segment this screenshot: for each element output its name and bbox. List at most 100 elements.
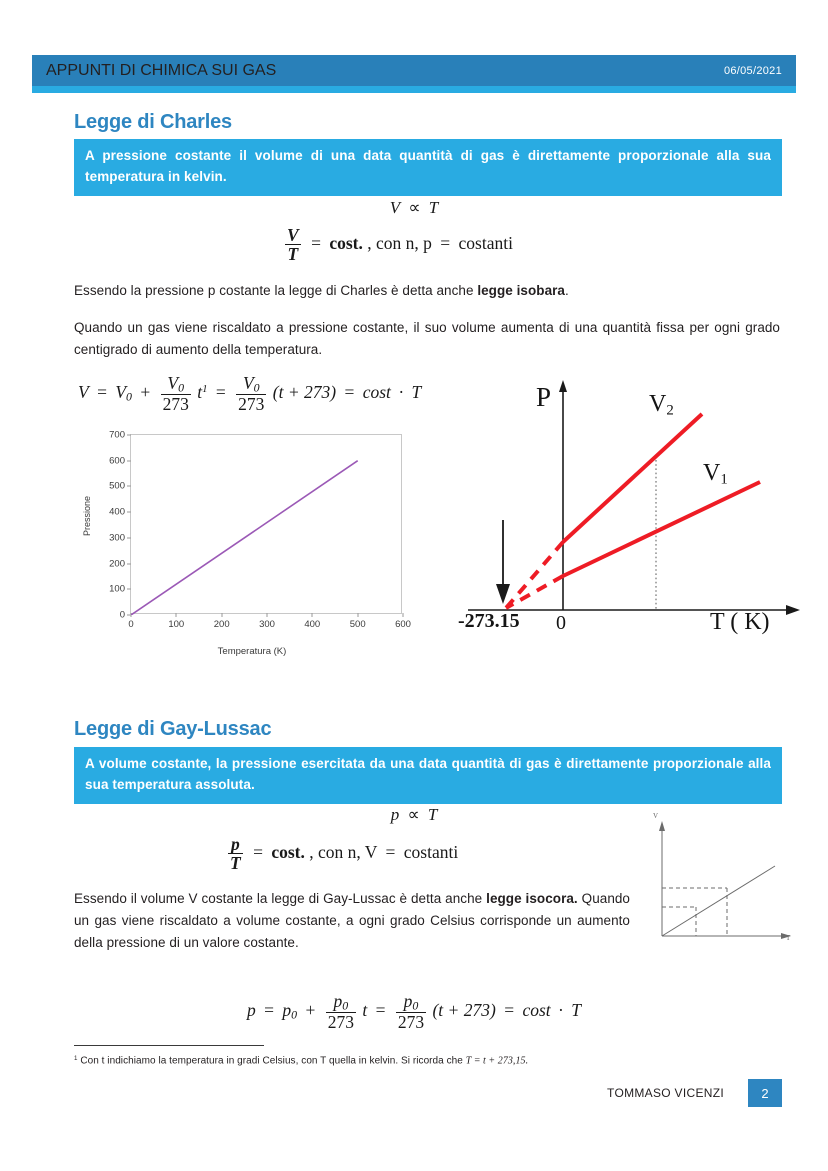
diagram-label-P: P [536, 382, 552, 412]
ytick-600: 600 [109, 455, 125, 467]
fraction-p0-over-273: p0 273 [325, 991, 356, 1033]
formula-charles-main: V = V0 + V0 273 t1 = V0 273 (t + 273) = … [78, 374, 421, 415]
xtick-mark-600 [402, 613, 404, 617]
math-plus-2: + [305, 999, 316, 1020]
math-V: V [78, 381, 89, 402]
paragraph-charles-1-bold: legge isobara [477, 283, 565, 298]
xtick-mark-100 [175, 613, 177, 617]
chart-ylabel: Pressione [82, 495, 92, 536]
paragraph-charles-1-text: Essendo la pressione p costante la legge… [74, 283, 478, 298]
ytick-mark-0 [127, 614, 131, 616]
paragraph-charles-1: Essendo la pressione p costante la legge… [74, 280, 780, 302]
fraction-p-over-T: p T [228, 835, 243, 873]
fraction-V0-over-273: V0 273 [160, 374, 191, 415]
header-title: APPUNTI DI CHIMICA SUI GAS [46, 61, 277, 79]
paragraph-gaylussac-bold: legge isocora. [486, 891, 578, 906]
diagram-vt-ylabel: V [653, 812, 659, 820]
fraction-denominator-2: T [228, 853, 243, 874]
ytick-300: 300 [109, 532, 125, 544]
ytick-700: 700 [109, 429, 125, 441]
math-token-proportional: ∝ [408, 198, 421, 217]
xtick-mark-400 [311, 613, 313, 617]
math-costanti-2: costanti [403, 841, 459, 862]
formula-gaylussac-proportional: p ∝ T [0, 805, 828, 825]
xtick-100: 100 [168, 619, 185, 630]
math-token-T: T [428, 198, 439, 217]
frac4-den: 273 [395, 1012, 427, 1033]
math-p0: p0 [282, 999, 298, 1022]
header-date: 06/05/2021 [723, 64, 782, 77]
footnote-marker: 1 [74, 1055, 78, 1062]
math-token-costanti: costanti [458, 232, 513, 253]
ytick-mark-600 [127, 460, 131, 462]
math-eq-6: = [264, 999, 275, 1020]
math-cost: cost [362, 381, 391, 402]
diagram-label-minus273: -273.15 [458, 610, 520, 632]
xtick-mark-300 [266, 613, 268, 617]
fraction-numerator-2: p [230, 834, 240, 854]
math-cost-2: cost. [271, 841, 305, 862]
math-eq-8: = [504, 999, 515, 1020]
math-eq-4: = [253, 841, 263, 862]
math-t-plus-273: (t + 273) [272, 381, 337, 402]
math-p-1: p [247, 999, 256, 1020]
frac1-den: 273 [160, 394, 191, 415]
ytick-0: 0 [119, 609, 125, 621]
diagram-label-origin: 0 [556, 612, 566, 634]
fraction-denominator: T [285, 244, 301, 264]
chart-plot-area: 0 100 200 300 400 500 600 700 0 100 200 … [109, 430, 411, 631]
ytick-mark-400 [127, 511, 131, 513]
paragraph-gaylussac: Essendo il volume V costante la legge di… [74, 888, 630, 954]
math-token-T-2: T [427, 805, 438, 824]
paragraph-gaylussac-part-b: Quando un gas viene riscaldato a volume … [74, 891, 630, 950]
math-dot-2: · [558, 999, 564, 1020]
xtick-400: 400 [304, 619, 321, 630]
frac3-num: p0 [333, 991, 349, 1013]
diagram-vt-svg [659, 821, 791, 939]
section-title-gaylussac: Legge di Gay-Lussac [74, 718, 272, 740]
diagram-label-TK: T ( K) [710, 609, 770, 635]
ytick-mark-500 [127, 485, 131, 487]
callout-charles: A pressione costante il volume di una da… [74, 139, 782, 196]
xtick-200: 200 [213, 619, 230, 630]
math-t-sup1: t1 [197, 381, 208, 402]
fraction-V-over-T: V T [285, 226, 301, 264]
xtick-300: 300 [259, 619, 275, 630]
math-V0: V0 [115, 381, 132, 404]
footer-author: TOMMASO VICENZI [607, 1086, 724, 1100]
xtick-mark-500 [357, 613, 359, 617]
frac3-den: 273 [325, 1012, 356, 1033]
math-token-V: V [389, 198, 401, 217]
footer-page-number: 2 [748, 1079, 782, 1107]
footnote-math: T = t + 273,15. [465, 1055, 529, 1067]
math-dot: · [398, 381, 405, 402]
ytick-mark-300 [127, 537, 131, 539]
fraction-V0-over-273-b: V0 273 [236, 374, 267, 413]
footnote: 1 Con t indichiamo la temperatura in gra… [74, 1055, 774, 1066]
callout-gaylussac: A volume costante, la pressione esercita… [74, 747, 782, 804]
ytick-mark-700 [127, 434, 131, 436]
frac4-num: p0 [403, 991, 419, 1013]
ytick-100: 100 [109, 583, 125, 595]
math-token-p: p [390, 805, 400, 824]
math-T-3: T [571, 999, 581, 1020]
xtick-0: 0 [128, 619, 134, 630]
document-header-band: APPUNTI DI CHIMICA SUI GAS 06/05/2021 [32, 55, 796, 86]
diagram-vt-xlabel: T [786, 934, 791, 942]
paragraph-charles-2: Quando un gas viene riscaldato a pressio… [74, 320, 780, 357]
footnote-text: Con t indichiamo la temperatura in gradi… [77, 1055, 466, 1067]
math-cost-3: cost [522, 999, 551, 1020]
paragraph-gaylussac-part-a: Essendo il volume V costante la legge di… [74, 891, 487, 906]
xtick-600: 600 [395, 619, 411, 630]
diagram-pt-extrapolation: P V2 V1 -273.15 0 T ( K) [458, 372, 805, 660]
xtick-500: 500 [349, 619, 366, 630]
math-token-equals: = [311, 232, 321, 253]
chart-xlabel: Temperatura (K) [217, 646, 287, 657]
math-eq-1: = [97, 381, 107, 402]
ytick-mark-200 [127, 563, 131, 565]
diagram-label-V1: V1 [703, 460, 728, 488]
math-eq-3: = [344, 381, 355, 402]
math-con-n-V: , con n, V [309, 841, 378, 862]
xtick-mark-0 [130, 613, 132, 617]
